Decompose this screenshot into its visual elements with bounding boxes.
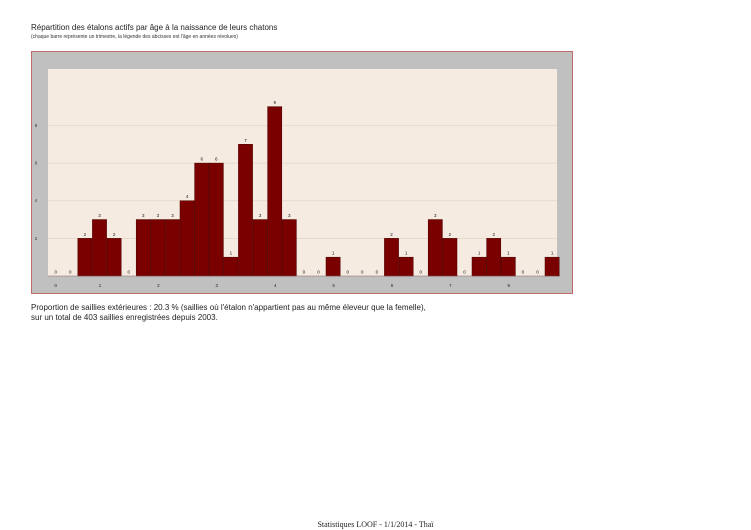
bar <box>238 144 253 277</box>
chart-subtitle: (chaque barre représente un trimestre, l… <box>31 34 238 40</box>
bar-value-label: 1 <box>332 251 335 256</box>
bar <box>384 238 399 277</box>
bar <box>325 256 341 277</box>
bar <box>544 256 560 277</box>
bar <box>223 256 239 277</box>
notes: Proportion de saillies extérieures : 20.… <box>31 303 426 323</box>
bar <box>486 238 502 277</box>
bar-value-label: 1 <box>230 251 233 256</box>
bar-value-label: 0 <box>69 270 72 275</box>
bar-value-label: 3 <box>259 213 262 218</box>
y-tick-label: 6 <box>35 161 38 166</box>
bar-value-label: 3 <box>288 213 291 218</box>
bar-value-label: 0 <box>127 270 130 275</box>
bar-value-label: 0 <box>303 270 306 275</box>
bar <box>106 238 122 277</box>
bar-value-label: 7 <box>244 138 247 143</box>
x-tick-label: 4 <box>274 283 277 288</box>
bar-value-label: 0 <box>463 270 466 275</box>
bar-value-label: 2 <box>390 232 393 237</box>
y-tick-label: 4 <box>35 198 38 203</box>
page-footer: Statistiques LOOF - 1/1/2014 - Thaï <box>317 520 434 529</box>
bar <box>150 219 166 277</box>
bar-value-label: 0 <box>317 270 320 275</box>
bar <box>179 200 195 277</box>
bar <box>135 219 151 277</box>
bar-value-label: 3 <box>157 213 160 218</box>
x-tick-label: 8 <box>508 283 511 288</box>
bar <box>194 162 210 277</box>
bar-value-label: 3 <box>142 213 145 218</box>
bar-value-label: 1 <box>405 251 408 256</box>
bar-value-label: 0 <box>346 270 349 275</box>
bar-value-label: 4 <box>186 194 189 199</box>
bar <box>208 162 224 277</box>
notes-line-2: sur un total de 403 saillies enregistrée… <box>31 313 218 322</box>
bar-value-label: 2 <box>449 232 452 237</box>
bar-value-label: 3 <box>434 213 437 218</box>
x-tick-label: 3 <box>216 283 219 288</box>
bar-value-label: 1 <box>551 251 554 256</box>
bar-value-label: 2 <box>492 232 495 237</box>
x-tick-label: 1 <box>99 283 102 288</box>
bar-value-label: 1 <box>507 251 510 256</box>
bar <box>252 219 268 277</box>
bar-value-label: 3 <box>98 213 101 218</box>
bar <box>442 238 458 277</box>
bar-value-label: 0 <box>54 270 57 275</box>
notes-line-1: Proportion de saillies extérieures : 20.… <box>31 303 426 312</box>
bar-value-label: 0 <box>419 270 422 275</box>
x-tick-label: 2 <box>157 283 160 288</box>
bar-value-label: 0 <box>522 270 525 275</box>
bar-value-label: 3 <box>171 213 174 218</box>
bar <box>281 219 297 277</box>
bar <box>77 238 93 277</box>
bar <box>471 256 487 277</box>
bar <box>398 256 414 277</box>
x-tick-label: 5 <box>332 283 335 288</box>
bar-value-label: 6 <box>215 157 218 162</box>
bar <box>427 219 443 277</box>
y-tick-label: 8 <box>35 123 38 128</box>
x-tick-label: 7 <box>449 283 452 288</box>
bar-value-label: 6 <box>200 157 203 162</box>
y-tick-label: 2 <box>35 236 38 241</box>
x-tick-label: 0 <box>54 283 57 288</box>
plot-area <box>48 69 557 276</box>
bar <box>165 219 180 277</box>
bar-value-label: 0 <box>361 270 364 275</box>
bar-chart: 2 4 6 8 0 0 2 3 2 0 3 3 3 4 6 6 1 7 3 9 3 0 0 1 0 0 0 2 1 0 3 2 0 1 2 1 0 0 1 1… <box>35 69 560 288</box>
bar-value-label: 9 <box>273 100 276 105</box>
chart-title: Répartition des étalons actifs par âge à… <box>31 23 278 32</box>
bar-value-label: 2 <box>84 232 87 237</box>
bar-value-label: 2 <box>113 232 116 237</box>
bar-value-label: 1 <box>478 251 481 256</box>
bar-value-label: 0 <box>536 270 539 275</box>
x-tick-label: 6 <box>391 283 394 288</box>
bar-value-label: 0 <box>376 270 379 275</box>
bar <box>92 219 107 277</box>
bar <box>267 106 283 277</box>
bar <box>500 256 516 277</box>
